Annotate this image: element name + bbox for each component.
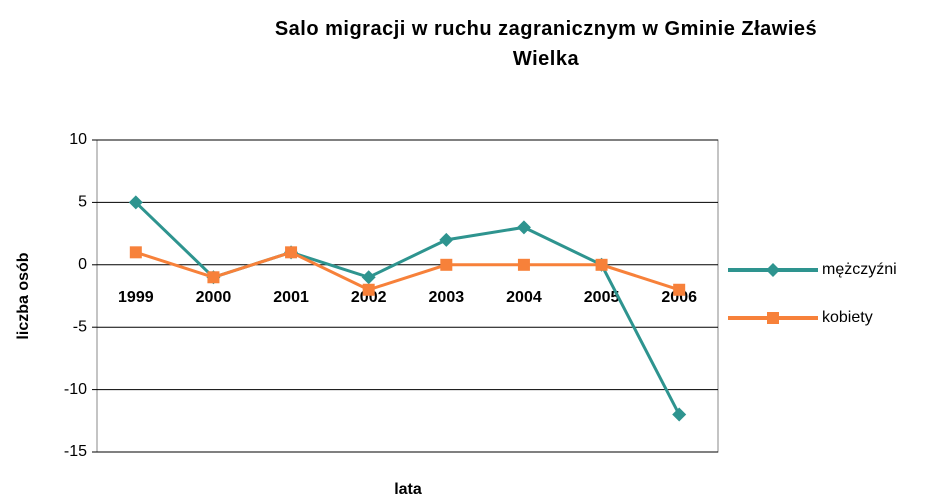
data-point [672, 407, 687, 422]
data-point [207, 271, 220, 284]
data-point [128, 195, 143, 210]
x-tick-label: 2006 [661, 289, 697, 306]
x-tick-label: 2003 [429, 289, 465, 306]
y-tick-label: -15 [64, 443, 87, 460]
x-axis-label: lata [394, 481, 422, 498]
chart-title: Salo migracji w ruchu zagranicznym w Gmi… [274, 18, 818, 70]
data-point [439, 232, 454, 247]
x-tick-label: 1999 [118, 289, 154, 306]
series-line [134, 201, 681, 416]
data-point [361, 270, 376, 285]
data-point [673, 283, 686, 296]
data-point [517, 258, 530, 271]
x-tick-label: 2001 [273, 289, 309, 306]
legend-label: mężczyźni [822, 261, 897, 278]
y-tick-label: -10 [64, 381, 87, 398]
x-tick-label: 2004 [506, 289, 542, 306]
legend-marker [767, 312, 779, 324]
plot-area [96, 139, 719, 453]
series-line [135, 250, 680, 292]
data-point [285, 246, 298, 259]
x-tick-label: 2002 [351, 289, 387, 306]
y-tick-label: 10 [69, 131, 87, 148]
legend-marker [766, 263, 780, 277]
legend-label: kobiety [822, 309, 873, 326]
y-tick-label: 0 [78, 256, 87, 273]
y-axis-label: liczba osób [15, 252, 32, 339]
data-point [516, 220, 531, 235]
data-point [362, 283, 375, 296]
data-point [595, 258, 608, 271]
y-tick-label: -5 [73, 318, 87, 335]
data-point [129, 246, 142, 259]
data-point [440, 258, 453, 271]
x-tick-label: 2000 [196, 289, 232, 306]
y-tick-label: 5 [78, 194, 87, 211]
x-tick-label: 2005 [584, 289, 620, 306]
